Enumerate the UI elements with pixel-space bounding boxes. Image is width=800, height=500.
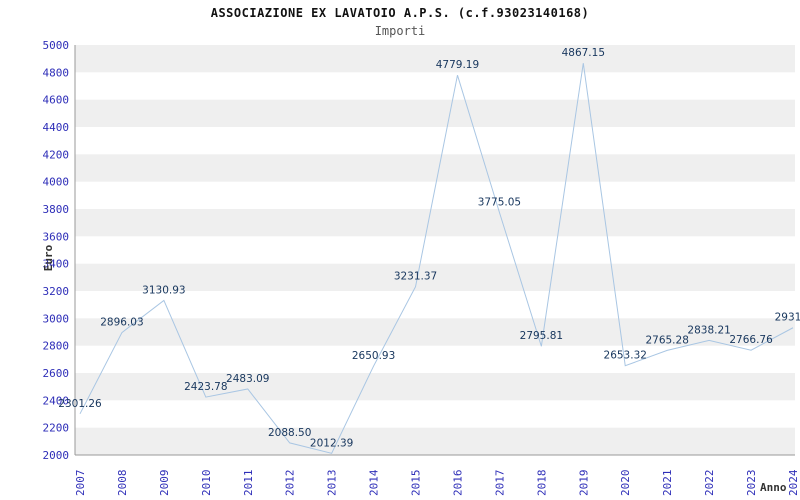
chart-text: 2012 (284, 470, 297, 497)
chart-text: 2010 (200, 470, 213, 497)
chart-text: 2795.81 (520, 330, 563, 342)
chart-text: 2483.09 (226, 373, 269, 385)
chart-text: 2022 (703, 470, 716, 497)
chart-text: 3231.37 (394, 271, 437, 283)
chart-text: 2019 (577, 470, 590, 497)
chart-text: 4779.19 (436, 59, 479, 71)
chart-text: 2011 (242, 470, 255, 497)
chart-shape (75, 99, 795, 127)
chart-text: 4800 (43, 66, 70, 79)
chart-text: 2023 (745, 470, 758, 497)
chart-text: 2896.03 (100, 317, 143, 329)
chart-text: 2021 (661, 470, 674, 497)
chart-title: ASSOCIAZIONE EX LAVATOIO A.P.S. (c.f.930… (210, 6, 590, 20)
chart-text: 3775.05 (478, 196, 521, 208)
chart-text: 2766.76 (729, 334, 773, 346)
chart-text: 4867.15 (562, 47, 605, 59)
chart-text: 2800 (43, 340, 70, 353)
chart-text: 2000 (43, 449, 70, 462)
chart-text: 2020 (619, 470, 632, 497)
chart-shape (79, 63, 794, 454)
chart-text: 4400 (43, 121, 70, 134)
chart-text: 4600 (43, 94, 70, 107)
chart-text: Euro (42, 244, 55, 271)
chart-text: 2016 (451, 470, 464, 497)
chart-text: 2765.28 (645, 334, 688, 346)
chart-text: 4000 (43, 176, 70, 189)
chart-text: 2015 (410, 470, 423, 497)
chart-text: 5000 (43, 39, 70, 52)
chart-text: 2024 (787, 469, 800, 496)
chart-text: 2013 (326, 470, 339, 497)
chart-text: 2008 (116, 470, 129, 497)
chart-text: 3200 (43, 285, 70, 298)
chart-text: 3130.93 (142, 284, 185, 296)
chart-text: 2931.1 (775, 312, 800, 324)
chart-shape (75, 263, 795, 291)
chart-text: 4200 (43, 148, 70, 161)
chart-subtitle: Importi (374, 24, 426, 38)
chart-shape (75, 209, 795, 237)
chart-text: 2007 (74, 470, 87, 497)
chart-text: Anno (760, 481, 787, 494)
chart-shape (75, 154, 795, 182)
chart-text: 3800 (43, 203, 70, 216)
chart-text: 2017 (493, 470, 506, 496)
chart-text: 2400 (43, 394, 70, 407)
chart-text: 2423.78 (184, 381, 227, 393)
chart-text: 2088.50 (268, 427, 311, 439)
chart-text: 2014 (368, 469, 381, 496)
chart-shape (75, 45, 795, 73)
chart-text: 2301.26 (58, 398, 102, 410)
chart-text: 3400 (43, 258, 70, 271)
chart-shape (75, 427, 795, 455)
chart-text: 2018 (535, 470, 548, 497)
chart-text: 2200 (43, 422, 70, 435)
chart-text: 2009 (158, 470, 171, 497)
chart-shape (75, 318, 795, 346)
chart-text: 2838.21 (687, 324, 730, 336)
chart-text: 2012.39 (310, 437, 353, 449)
chart-text: 2600 (43, 367, 70, 380)
chart-text: 3600 (43, 230, 70, 243)
chart-text: 2653.32 (604, 350, 647, 362)
chart-shape (75, 373, 795, 401)
chart-text: 2650.93 (352, 350, 395, 362)
chart-text: 3000 (43, 312, 70, 325)
